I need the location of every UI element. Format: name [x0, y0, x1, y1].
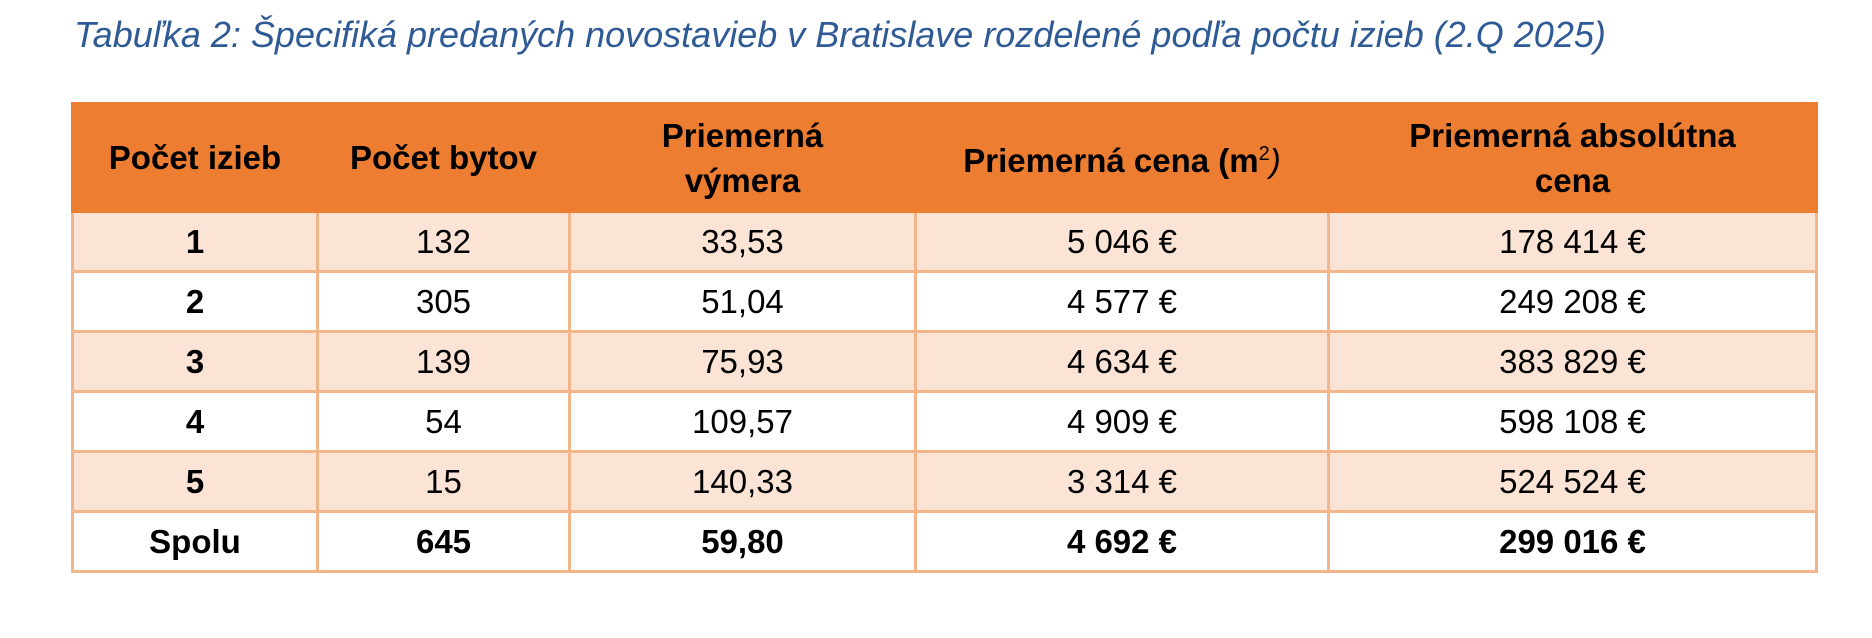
table-row: 3 139 75,93 4 634 € 383 829 €	[71, 330, 1818, 393]
table-header-row: Počet izieb Počet bytov Priemerná výmera…	[71, 102, 1818, 213]
cell-area: 33,53	[568, 210, 917, 273]
table-caption: Tabuľka 2: Špecifiká predaných novostavi…	[74, 14, 1606, 55]
cell-rooms: 4	[71, 390, 319, 453]
cell-total-flats: 645	[316, 510, 571, 573]
header-abs-price: Priemerná absolútna cena	[1327, 102, 1818, 213]
cell-abs-price: 178 414 €	[1327, 210, 1818, 273]
cell-area: 140,33	[568, 450, 917, 513]
cell-rooms: 2	[71, 270, 319, 333]
cell-total-abs-price: 299 016 €	[1327, 510, 1818, 573]
table-row: 1 132 33,53 5 046 € 178 414 €	[71, 210, 1818, 273]
table-row: 5 15 140,33 3 314 € 524 524 €	[71, 450, 1818, 513]
cell-price-m2: 5 046 €	[914, 210, 1330, 273]
cell-rooms: 5	[71, 450, 319, 513]
cell-total-rooms: Spolu	[71, 510, 319, 573]
header-price-m2: Priemerná cena (m2)	[914, 102, 1330, 213]
cell-price-m2: 4 909 €	[914, 390, 1330, 453]
cell-price-m2: 3 314 €	[914, 450, 1330, 513]
header-price-m2-suffix: )	[1269, 142, 1281, 179]
apartments-table: Počet izieb Počet bytov Priemerná výmera…	[71, 102, 1818, 573]
header-flats: Počet bytov	[316, 102, 571, 213]
cell-price-m2: 4 634 €	[914, 330, 1330, 393]
cell-flats: 54	[316, 390, 571, 453]
header-price-m2-sup: 2	[1258, 143, 1270, 165]
cell-flats: 132	[316, 210, 571, 273]
cell-area: 109,57	[568, 390, 917, 453]
cell-price-m2: 4 577 €	[914, 270, 1330, 333]
cell-abs-price: 524 524 €	[1327, 450, 1818, 513]
table-row: 4 54 109,57 4 909 € 598 108 €	[71, 390, 1818, 453]
table-total-row: Spolu 645 59,80 4 692 € 299 016 €	[71, 510, 1818, 573]
cell-rooms: 1	[71, 210, 319, 273]
header-area-line1: Priemerná	[661, 116, 824, 154]
header-price-m2-prefix: Priemerná cena (m	[963, 142, 1259, 179]
header-abs-price-line2: cena	[1534, 161, 1611, 199]
cell-flats: 15	[316, 450, 571, 513]
cell-rooms: 3	[71, 330, 319, 393]
cell-abs-price: 249 208 €	[1327, 270, 1818, 333]
cell-abs-price: 598 108 €	[1327, 390, 1818, 453]
header-rooms: Počet izieb	[71, 102, 319, 213]
cell-total-price-m2: 4 692 €	[914, 510, 1330, 573]
cell-flats: 139	[316, 330, 571, 393]
table-row: 2 305 51,04 4 577 € 249 208 €	[71, 270, 1818, 333]
header-area-line2: výmera	[684, 161, 801, 199]
header-abs-price-line1: Priemerná absolútna	[1409, 116, 1736, 154]
cell-total-area: 59,80	[568, 510, 917, 573]
cell-flats: 305	[316, 270, 571, 333]
cell-area: 75,93	[568, 330, 917, 393]
cell-area: 51,04	[568, 270, 917, 333]
cell-abs-price: 383 829 €	[1327, 330, 1818, 393]
header-area: Priemerná výmera	[568, 102, 917, 213]
